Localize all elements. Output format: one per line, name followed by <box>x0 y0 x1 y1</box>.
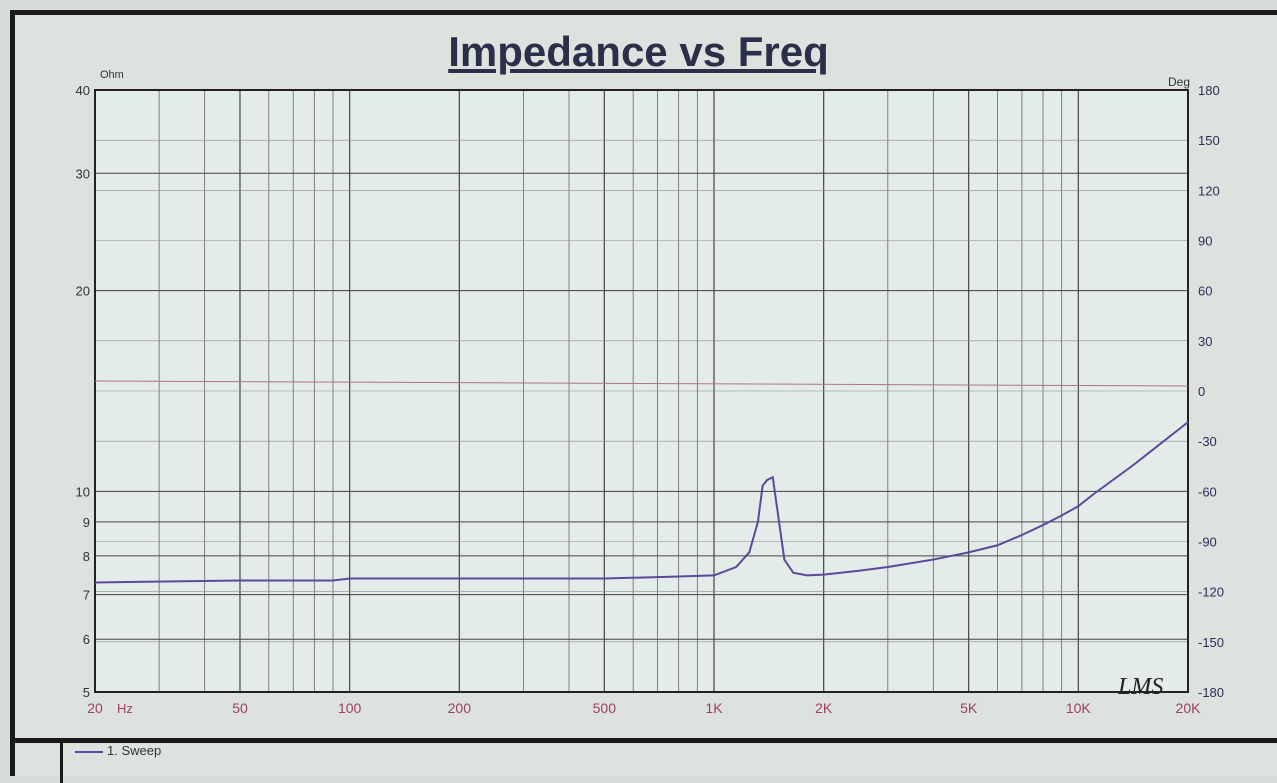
y2-tick-label: -180 <box>1198 685 1224 700</box>
series-line-1 <box>94 421 1189 584</box>
y2-tick-label: 30 <box>1198 334 1212 349</box>
y-tick-label: 8 <box>83 549 90 564</box>
y2-tick-label: -60 <box>1198 484 1217 499</box>
y2-unit-label: Deg <box>1168 75 1190 89</box>
y2-tick-label: -120 <box>1198 585 1224 600</box>
x-tick-label: 5K <box>960 700 978 716</box>
y-tick-label: 5 <box>83 685 90 700</box>
lms-watermark: LMS <box>1117 674 1163 700</box>
chart-title: Impedance vs Freq <box>448 28 829 75</box>
y2-tick-label: -90 <box>1198 535 1217 550</box>
y-tick-label: 6 <box>83 632 90 647</box>
y2-tick-label: 90 <box>1198 234 1212 249</box>
y2-tick-label: 150 <box>1198 133 1220 148</box>
y2-tick-label: -30 <box>1198 434 1217 449</box>
y2-tick-label: 120 <box>1198 183 1220 198</box>
y-tick-label: 40 <box>76 83 90 98</box>
x-unit-label: Hz <box>117 701 133 716</box>
legend-label: 1. Sweep <box>107 743 162 758</box>
x-tick-label: 200 <box>448 700 472 716</box>
legend: 1. Sweep <box>10 738 1277 783</box>
legend-swatch <box>75 750 103 753</box>
y2-tick-label: 60 <box>1198 284 1212 299</box>
x-tick-label: 1K <box>705 700 723 716</box>
x-tick-label: 20K <box>1176 700 1202 716</box>
y-tick-label: 20 <box>76 284 90 299</box>
y-tick-label: 7 <box>83 588 90 603</box>
x-tick-label: 500 <box>593 700 617 716</box>
x-tick-label: 50 <box>232 700 248 716</box>
y-unit-label: Ohm <box>100 69 124 81</box>
y-tick-label: 10 <box>76 484 90 499</box>
y2-tick-label: -150 <box>1198 635 1224 650</box>
x-tick-label: 10K <box>1066 700 1092 716</box>
x-tick-label: 100 <box>338 700 362 716</box>
y2-tick-label: 0 <box>1198 384 1205 399</box>
x-tick-label: 2K <box>815 700 833 716</box>
x-tick-label: 20 <box>87 700 103 716</box>
plot-border <box>94 89 1189 693</box>
y2-tick-label: 180 <box>1198 83 1220 98</box>
legend-item: 1. Sweep <box>60 743 161 783</box>
series-line-2 <box>94 380 1189 387</box>
y-tick-label: 30 <box>76 166 90 181</box>
y-tick-label: 9 <box>83 515 90 530</box>
